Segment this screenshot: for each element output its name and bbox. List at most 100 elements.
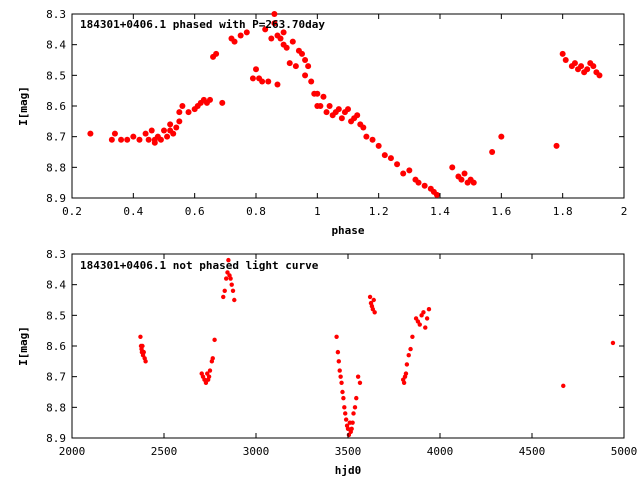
data-point [345, 106, 351, 113]
data-point [157, 136, 164, 143]
y-tick-label: 8.7 [46, 371, 66, 384]
data-point [283, 44, 290, 51]
data-point [350, 420, 355, 425]
data-point [339, 380, 344, 385]
data-point [401, 380, 407, 385]
data-point [206, 374, 212, 379]
data-point [140, 343, 145, 349]
data-point [136, 136, 143, 143]
data-point [320, 93, 327, 100]
data-point [336, 359, 341, 364]
data-point [226, 257, 231, 263]
data-point [449, 164, 456, 171]
data-point [212, 337, 217, 343]
data-point [610, 340, 616, 346]
data-point [400, 170, 407, 177]
unphased-plot-frame [71, 253, 625, 439]
data-point [590, 63, 597, 70]
data-point [118, 136, 125, 143]
data-point [219, 99, 226, 106]
data-point [426, 307, 432, 312]
x-tick-label: 1.4 [430, 205, 450, 218]
data-point [259, 78, 266, 85]
data-point [143, 359, 148, 364]
phased-x-ticks: 0.2 0.4 0.6 0.8 1 1.2 1.4 1.6 1.8 2 [62, 14, 627, 218]
data-point [176, 118, 183, 125]
y-tick-label: 8.8 [46, 401, 66, 414]
data-point [559, 50, 566, 57]
data-point [340, 389, 345, 395]
data-point [243, 29, 250, 36]
unphased-y-axis-label: I[mag] [17, 326, 30, 366]
data-point [142, 130, 149, 137]
data-point [138, 334, 143, 339]
data-point [302, 57, 309, 63]
x-tick-label: 5000 [611, 445, 638, 458]
data-point [562, 57, 569, 63]
data-point [381, 152, 388, 159]
phased-light-curve-panel: 0.2 0.4 0.6 0.8 1 1.2 1.4 1.6 1.8 2 8.38.48.58.68… [17, 8, 627, 237]
data-point [354, 395, 359, 401]
data-point [341, 395, 346, 401]
data-point [458, 176, 465, 183]
data-point [343, 411, 348, 416]
data-point [561, 383, 566, 389]
data-point [253, 66, 259, 73]
data-point [111, 130, 118, 137]
data-point [369, 136, 376, 143]
y-tick-label: 8.4 [46, 279, 66, 292]
data-point [372, 310, 377, 315]
data-point [173, 124, 180, 131]
data-point [406, 167, 413, 174]
data-point [231, 38, 238, 45]
x-tick-label: 4000 [427, 445, 454, 458]
data-point [596, 72, 603, 79]
data-point [317, 103, 324, 109]
data-point [185, 109, 192, 116]
data-point [415, 179, 422, 186]
data-point [232, 297, 237, 303]
data-point [360, 124, 367, 131]
phased-chart-title: 184301+0406.1 phased with P=263.70day [80, 18, 325, 31]
data-point [323, 109, 330, 116]
data-point [148, 127, 155, 134]
data-point [124, 136, 131, 143]
data-point [265, 78, 272, 85]
unphased-x-ticks: 2000 2500 3000 3500 4000 4500 5000 [59, 254, 638, 458]
data-point [342, 405, 347, 410]
x-tick-label: 2000 [59, 445, 86, 458]
data-point [277, 35, 284, 42]
data-point [571, 60, 578, 67]
data-point [179, 103, 186, 109]
data-point [403, 371, 409, 376]
y-tick-label: 8.3 [46, 248, 66, 261]
data-point [305, 63, 312, 70]
data-point [461, 170, 468, 177]
data-point [408, 346, 413, 352]
data-point [578, 63, 585, 70]
data-point [299, 50, 305, 57]
data-point [223, 276, 229, 281]
data-point [271, 20, 278, 27]
x-tick-label: 0.8 [246, 205, 266, 218]
data-point [108, 136, 115, 143]
x-tick-label: 1.8 [553, 205, 573, 218]
x-tick-label: 1 [314, 205, 321, 218]
data-point [262, 26, 269, 33]
data-point [367, 294, 373, 300]
data-point [335, 349, 341, 355]
data-point [404, 362, 410, 367]
unphased-data-points [138, 257, 616, 438]
unphased-light-curve-panel: 2000 2500 3000 3500 4000 4500 5000 8.38.48.58.… [17, 248, 637, 477]
data-point [222, 288, 227, 293]
data-point [87, 130, 94, 137]
data-point [338, 115, 345, 122]
data-point [237, 32, 244, 39]
data-point [228, 276, 233, 281]
data-point [167, 121, 174, 128]
data-point [354, 112, 361, 119]
x-tick-label: 0.4 [123, 205, 143, 218]
data-point [130, 133, 137, 140]
phased-y-ticks: 8.3 8.4 8.5 8.6 8.7 8.8 8.9 [46, 8, 624, 205]
